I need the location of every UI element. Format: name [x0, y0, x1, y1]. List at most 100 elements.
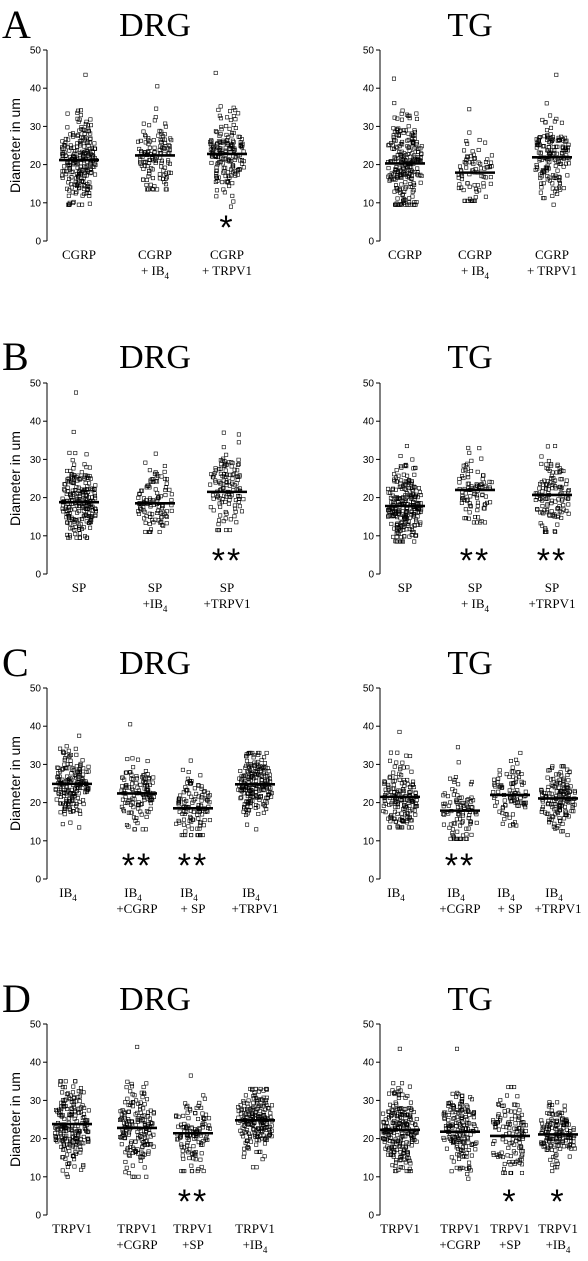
- data-point: [218, 466, 223, 471]
- data-point: [250, 798, 255, 803]
- data-point: [141, 177, 146, 182]
- data-point: [88, 516, 93, 521]
- data-point: [230, 181, 235, 186]
- panel-letter-a: A: [2, 2, 31, 47]
- data-point: [456, 812, 461, 817]
- data-point: [75, 796, 80, 801]
- data-point: [143, 827, 148, 832]
- data-point: [214, 194, 219, 199]
- data-point: [223, 165, 228, 170]
- data-point: [62, 790, 67, 795]
- data-point: [169, 492, 174, 497]
- data-point: [89, 145, 94, 150]
- data-point: [463, 836, 468, 841]
- data-point: [468, 494, 473, 499]
- data-point: [243, 1093, 248, 1098]
- data-point: [73, 1113, 78, 1118]
- data-point: [218, 140, 223, 145]
- data-point: [394, 1169, 399, 1174]
- data-point: [382, 781, 387, 786]
- y-tick-label: 0: [368, 237, 374, 248]
- x-tick-label: TRPV1: [117, 1221, 157, 1236]
- data-point: [519, 1170, 524, 1175]
- data-point: [514, 823, 519, 828]
- data-point: [502, 1166, 507, 1171]
- data-point: [185, 1110, 190, 1115]
- data-point: [71, 1084, 76, 1089]
- data-point: [123, 1159, 128, 1164]
- data-point: [223, 148, 228, 153]
- data-point: [552, 529, 557, 534]
- data-point: [159, 474, 164, 479]
- data-point: [566, 161, 571, 166]
- data-point: [126, 810, 131, 815]
- data-point: [390, 513, 395, 518]
- data-point: [550, 148, 555, 153]
- data-point: [123, 800, 128, 805]
- y-tick-label: 30: [363, 122, 375, 133]
- data-point: [269, 1103, 274, 1108]
- data-point: [208, 139, 213, 144]
- data-point: [518, 750, 523, 755]
- data-point: [448, 836, 453, 841]
- data-point: [477, 137, 482, 142]
- x-tick-label: SP: [148, 580, 162, 595]
- data-point: [236, 457, 241, 462]
- data-point: [163, 187, 168, 192]
- data-point: [413, 812, 418, 817]
- data-point: [163, 124, 168, 129]
- y-tick-label: 40: [30, 1058, 42, 1069]
- data-point: [157, 148, 162, 153]
- series-points-2: [456, 107, 494, 203]
- chart-title: DRG: [119, 7, 191, 44]
- data-point: [79, 470, 84, 475]
- data-point: [80, 758, 85, 763]
- data-point: [401, 196, 406, 201]
- data-point: [86, 126, 91, 131]
- data-point: [549, 1148, 554, 1153]
- data-point: [513, 1114, 518, 1119]
- data-point: [70, 488, 75, 493]
- series-points-1: [381, 729, 419, 830]
- data-point: [562, 816, 567, 821]
- data-point: [136, 802, 141, 807]
- data-point: [140, 1095, 145, 1100]
- x-tick-label: TRPV1: [235, 1221, 275, 1236]
- chart-title: TG: [447, 645, 492, 682]
- data-point: [389, 1107, 394, 1112]
- data-point: [555, 462, 560, 467]
- data-point: [68, 1143, 73, 1148]
- data-point: [72, 151, 77, 156]
- series-points-2: [457, 445, 494, 525]
- data-point: [510, 781, 515, 786]
- data-point: [412, 514, 417, 519]
- data-point: [464, 165, 469, 170]
- data-point: [77, 139, 82, 144]
- data-point: [217, 133, 222, 138]
- data-point: [407, 515, 412, 520]
- data-point: [480, 484, 485, 489]
- data-point: [396, 496, 401, 501]
- data-point: [549, 463, 554, 468]
- data-point: [395, 811, 400, 816]
- x-tick-label-subscript: 4: [163, 604, 168, 614]
- data-point: [67, 521, 72, 526]
- chart-title: DRG: [119, 339, 191, 376]
- y-tick-label: 20: [363, 493, 375, 504]
- data-point: [470, 805, 475, 810]
- data-point: [92, 491, 97, 496]
- data-point: [455, 745, 460, 750]
- data-point: [69, 480, 74, 485]
- data-point: [222, 459, 227, 464]
- data-point: [544, 466, 549, 471]
- data-point: [403, 128, 408, 133]
- data-point: [187, 781, 192, 786]
- data-point: [395, 169, 400, 174]
- data-point: [557, 180, 562, 185]
- data-point: [398, 168, 403, 173]
- data-point: [397, 150, 402, 155]
- x-tick-label: SP: [468, 580, 482, 595]
- data-point: [228, 109, 233, 114]
- data-point: [77, 525, 82, 530]
- data-point: [200, 833, 205, 838]
